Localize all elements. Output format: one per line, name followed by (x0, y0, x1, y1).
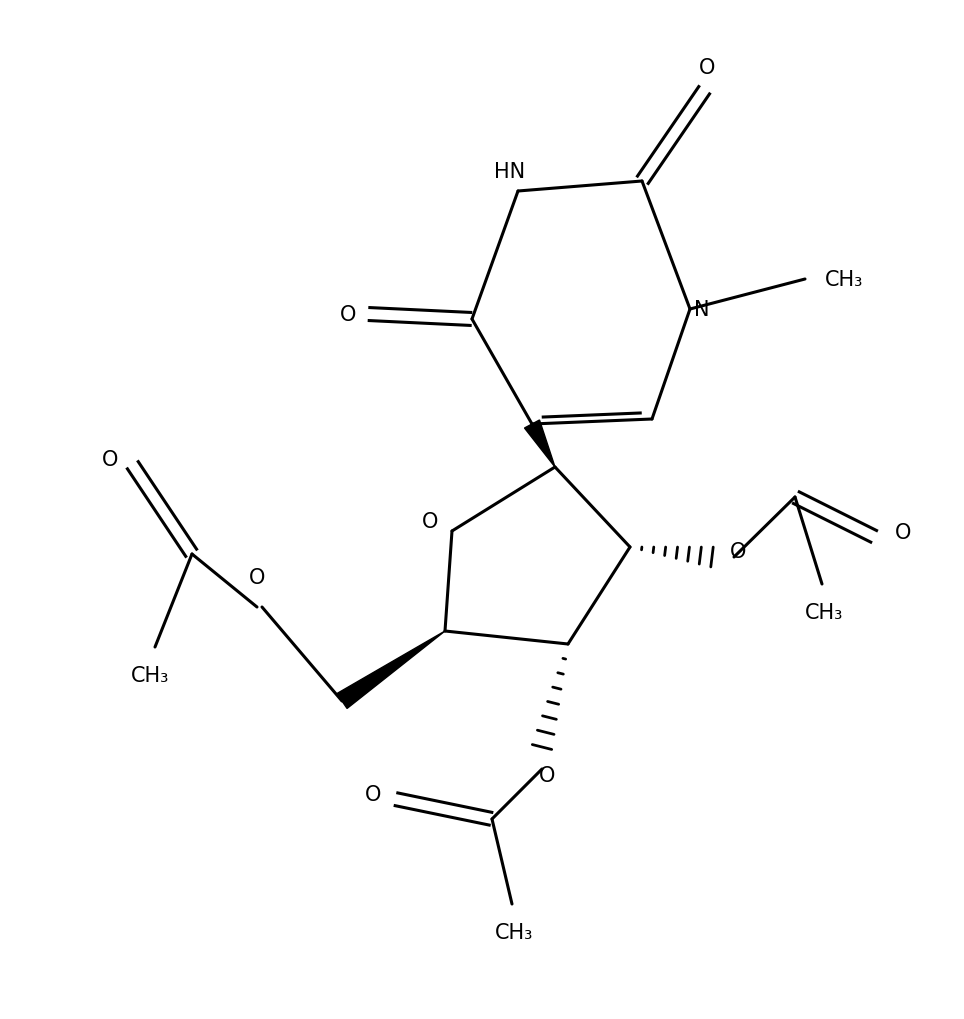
Text: O: O (249, 568, 265, 587)
Polygon shape (524, 421, 555, 468)
Text: CH₃: CH₃ (131, 665, 170, 686)
Text: O: O (364, 785, 381, 804)
Text: N: N (694, 300, 710, 320)
Text: CH₃: CH₃ (495, 922, 533, 943)
Text: O: O (340, 305, 356, 325)
Text: O: O (539, 765, 555, 786)
Text: O: O (102, 449, 119, 470)
Text: HN: HN (495, 162, 525, 181)
Text: O: O (422, 512, 439, 532)
Text: O: O (730, 541, 746, 561)
Text: O: O (895, 523, 911, 542)
Polygon shape (337, 632, 445, 709)
Text: CH₃: CH₃ (825, 270, 864, 289)
Text: O: O (699, 58, 715, 77)
Text: CH₃: CH₃ (805, 602, 844, 623)
